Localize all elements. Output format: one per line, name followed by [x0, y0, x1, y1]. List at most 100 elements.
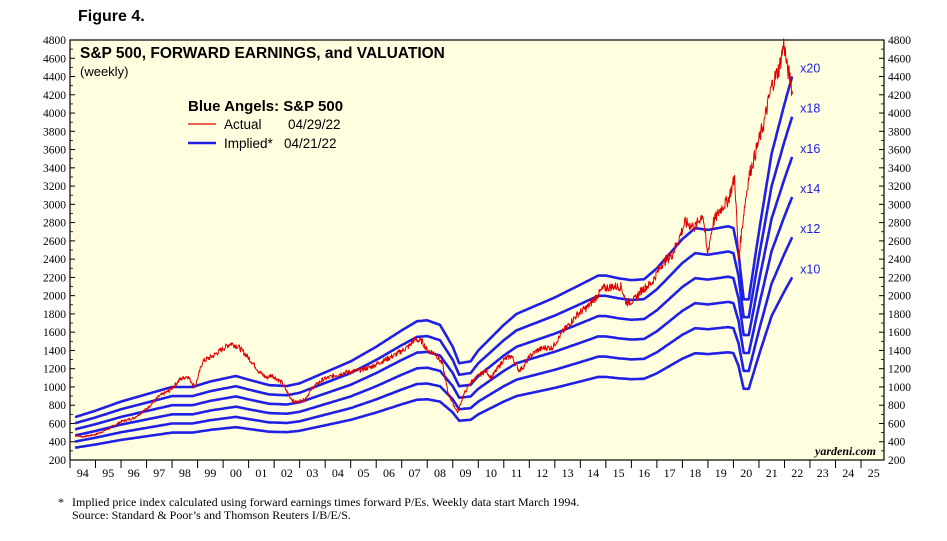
- y-tick-label-left: 600: [49, 418, 67, 430]
- series-layer: x10 x12 x14 x16 x18 x20: [74, 38, 820, 449]
- y-tick-label-right: 4200: [888, 90, 911, 102]
- y-tick-label-right: 4000: [888, 108, 911, 120]
- y-tick-label-right: 3600: [888, 145, 911, 157]
- y-tick-label-left: 4000: [43, 108, 66, 120]
- y-tick-label-right: 3400: [888, 163, 911, 175]
- series-line-x12: [74, 236, 794, 443]
- x-tick-label: 25: [868, 466, 880, 480]
- y-tick-label-left: 2000: [43, 291, 66, 303]
- y-tick-label-left: 2400: [43, 254, 66, 266]
- y-tick-label-left: 1000: [43, 382, 66, 394]
- legend-actual-date: 04/29/22: [288, 117, 341, 132]
- y-tick-label-left: 400: [49, 437, 67, 449]
- x-tick-label: 13: [562, 466, 574, 480]
- x-tick-label: 95: [102, 466, 114, 480]
- x-tick-label: 11: [511, 466, 523, 480]
- y-tick-label-right: 2000: [888, 291, 911, 303]
- x-tick-label: 00: [230, 466, 242, 480]
- y-tick-label-right: 2200: [888, 272, 911, 284]
- chart-subtitle: (weekly): [80, 64, 128, 79]
- footnote-marker: *: [58, 495, 64, 509]
- x-tick-label: 98: [179, 466, 191, 480]
- x-tick-label: 99: [204, 466, 216, 480]
- x-tick-label: 97: [153, 466, 165, 480]
- y-tick-label-left: 3400: [43, 163, 66, 175]
- series-label-x10: x10: [800, 262, 820, 276]
- y-tick-label-right: 800: [888, 400, 906, 412]
- x-tick-label: 10: [485, 466, 497, 480]
- x-tick-label: 19: [715, 466, 727, 480]
- footnote-line-1: Implied price index calculated using for…: [72, 495, 580, 509]
- series-line-x18: [74, 116, 794, 425]
- series-label-x16: x16: [800, 142, 820, 156]
- y-tick-label-left: 2200: [43, 272, 66, 284]
- series-line-x10: [74, 276, 794, 449]
- y-tick-label-left: 4600: [43, 53, 66, 65]
- y-tick-label-right: 4800: [888, 35, 911, 47]
- y-tick-label-right: 2400: [888, 254, 911, 266]
- y-tick-label-left: 200: [49, 455, 67, 467]
- y-tick-label-left: 3000: [43, 199, 66, 211]
- y-tick-label-left: 2600: [43, 236, 66, 248]
- x-tick-label: 22: [791, 466, 803, 480]
- y-tick-label-left: 1800: [43, 309, 66, 321]
- series-line-x14: [74, 196, 794, 437]
- y-tick-label-left: 1400: [43, 345, 66, 357]
- y-tick-label-right: 3800: [888, 126, 911, 138]
- series-label-x20: x20: [800, 62, 820, 76]
- y-tick-label-right: 1800: [888, 309, 911, 321]
- x-tick-label: 02: [281, 466, 293, 480]
- chart-title: S&P 500, FORWARD EARNINGS, and VALUATION: [80, 45, 445, 62]
- y-tick-label-left: 1200: [43, 364, 66, 376]
- x-tick-label: 03: [306, 466, 318, 480]
- y-tick-label-left: 3800: [43, 126, 66, 138]
- y-tick-label-right: 3000: [888, 199, 911, 211]
- series-label-x14: x14: [800, 182, 820, 196]
- y-tick-label-right: 200: [888, 455, 906, 467]
- x-tick-label: 18: [689, 466, 701, 480]
- y-tick-label-right: 1200: [888, 364, 911, 376]
- y-tick-label-left: 2800: [43, 218, 66, 230]
- footnote-line-2: Source: Standard & Poor’s and Thomson Re…: [72, 508, 351, 522]
- y-tick-label-right: 4600: [888, 53, 911, 65]
- y-tick-label-left: 4400: [43, 72, 66, 84]
- y-tick-label-left: 1600: [43, 327, 66, 339]
- x-tick-label: 23: [817, 466, 829, 480]
- legend-implied-date: 04/21/22: [284, 136, 337, 151]
- x-tick-label: 16: [638, 466, 650, 480]
- legend-implied-label: Implied*: [224, 136, 274, 151]
- legend-actual-label: Actual: [224, 117, 262, 132]
- y-tick-label-left: 3600: [43, 145, 66, 157]
- x-tick-label: 15: [613, 466, 625, 480]
- series-label-x18: x18: [800, 102, 820, 116]
- y-tick-label-right: 4400: [888, 72, 911, 84]
- legend-title: Blue Angels: S&P 500: [188, 98, 343, 115]
- x-tick-label: 01: [255, 466, 267, 480]
- x-tick-label: 05: [357, 466, 369, 480]
- y-tick-label-right: 2800: [888, 218, 911, 230]
- y-tick-label-left: 4800: [43, 35, 66, 47]
- y-tick-label-left: 800: [49, 400, 67, 412]
- x-tick-label: 08: [434, 466, 446, 480]
- x-tick-label: 04: [332, 466, 344, 480]
- footnote: * Implied price index calculated using fo…: [58, 496, 579, 522]
- y-tick-label-left: 4200: [43, 90, 66, 102]
- legend: Blue Angels: S&P 500 Actual 04/29/22 Imp…: [188, 98, 343, 151]
- x-tick-label: 21: [766, 466, 778, 480]
- y-tick-label-right: 2600: [888, 236, 911, 248]
- x-tick-label: 96: [128, 466, 140, 480]
- x-tick-label: 07: [408, 466, 420, 480]
- x-tick-label: 14: [587, 466, 599, 480]
- x-tick-label: 24: [842, 466, 854, 480]
- figure-label: Figure 4.: [78, 8, 145, 25]
- y-tick-label-right: 3200: [888, 181, 911, 193]
- y-tick-label-right: 600: [888, 418, 906, 430]
- y-tick-label-right: 1600: [888, 327, 911, 339]
- x-tick-label: 20: [740, 466, 752, 480]
- x-tick-label: 06: [383, 466, 395, 480]
- series-label-x12: x12: [800, 222, 820, 236]
- y-tick-label-left: 3200: [43, 181, 66, 193]
- watermark: yardeni.com: [813, 444, 876, 458]
